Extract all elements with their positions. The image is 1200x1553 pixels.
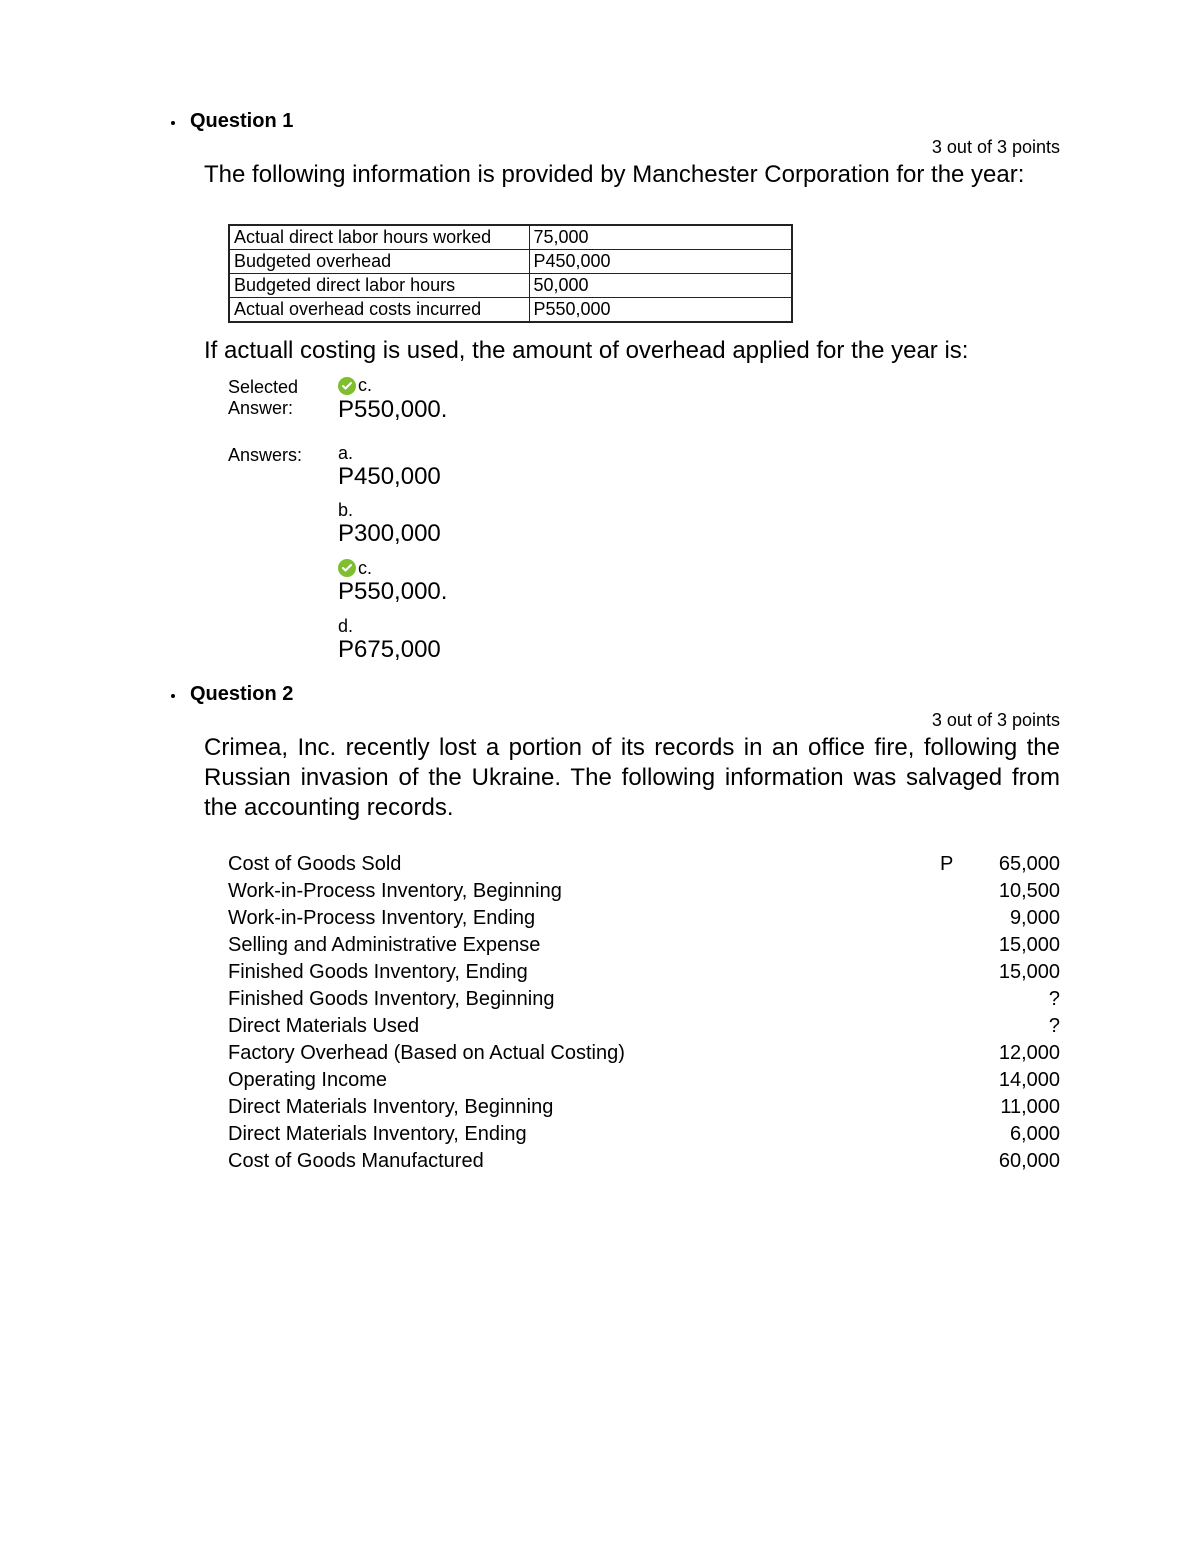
financial-label: Direct Materials Used (228, 1013, 940, 1040)
question-2: Question 2 3 out of 3 points Crimea, Inc… (186, 683, 1060, 1175)
financial-row: Factory Overhead (Based on Actual Costin… (228, 1040, 1060, 1067)
financial-label: Selling and Administrative Expense (228, 932, 940, 959)
financial-value: 6,000 (970, 1121, 1060, 1148)
table-cell-value: P550,000 (529, 298, 792, 323)
financial-currency (940, 1013, 970, 1040)
financial-value: 65,000 (970, 851, 1060, 878)
table-cell-label: Actual direct labor hours worked (229, 225, 529, 250)
answer-option-b: b. P300,000 (338, 500, 1060, 547)
financial-row: Cost of Goods Sold P 65,000 (228, 851, 1060, 878)
answer-option-a: a. P450,000 (338, 443, 1060, 490)
financial-row: Finished Goods Inventory, Ending 15,000 (228, 959, 1060, 986)
option-letter: d. (338, 616, 353, 637)
question-1-stem: The following information is provided by… (204, 160, 1060, 190)
financial-row: Cost of Goods Manufactured 60,000 (228, 1148, 1060, 1175)
financial-label: Cost of Goods Sold (228, 851, 940, 878)
financial-currency (940, 986, 970, 1013)
financial-value: 12,000 (970, 1040, 1060, 1067)
financial-currency (940, 1067, 970, 1094)
table-cell-label: Budgeted overhead (229, 250, 529, 274)
financial-row: Selling and Administrative Expense 15,00… (228, 932, 1060, 959)
correct-check-icon (338, 559, 356, 577)
question-2-body: Crimea, Inc. recently lost a portion of … (204, 733, 1060, 1175)
financial-value: 60,000 (970, 1148, 1060, 1175)
financial-currency (940, 1121, 970, 1148)
option-letter: b. (338, 500, 353, 521)
option-letter-wrap: c. (338, 558, 372, 579)
financial-currency: P (940, 851, 970, 878)
financial-row: Direct Materials Inventory, Ending 6,000 (228, 1121, 1060, 1148)
financial-label: Work-in-Process Inventory, Ending (228, 905, 940, 932)
table-cell-value: 50,000 (529, 274, 792, 298)
financial-label: Direct Materials Inventory, Beginning (228, 1094, 940, 1121)
option-value: P550,000. (338, 579, 1060, 605)
question-1-body: The following information is provided by… (204, 160, 1060, 673)
financial-label: Work-in-Process Inventory, Beginning (228, 878, 940, 905)
answers-row: Answers: a. P450,000 b. P300,000 (228, 443, 1060, 673)
financial-label: Direct Materials Inventory, Ending (228, 1121, 940, 1148)
table-row: Actual overhead costs incurred P550,000 (229, 298, 792, 323)
financial-currency (940, 905, 970, 932)
financial-row: Finished Goods Inventory, Beginning ? (228, 986, 1060, 1013)
financial-row: Work-in-Process Inventory, Ending 9,000 (228, 905, 1060, 932)
table-cell-value: 75,000 (529, 225, 792, 250)
financial-value: 15,000 (970, 932, 1060, 959)
financial-label: Factory Overhead (Based on Actual Costin… (228, 1040, 940, 1067)
question-1-answers: Selected Answer: c. P550,000. (228, 375, 1060, 673)
financial-label: Finished Goods Inventory, Beginning (228, 986, 940, 1013)
selected-answer-letter: c. (358, 375, 372, 396)
financial-value: 11,000 (970, 1094, 1060, 1121)
financial-label: Operating Income (228, 1067, 940, 1094)
option-letter: a. (338, 443, 353, 464)
financial-value: 9,000 (970, 905, 1060, 932)
table-cell-label: Budgeted direct labor hours (229, 274, 529, 298)
table-row: Actual direct labor hours worked 75,000 (229, 225, 792, 250)
financial-row: Work-in-Process Inventory, Beginning 10,… (228, 878, 1060, 905)
table-row: Budgeted direct labor hours 50,000 (229, 274, 792, 298)
page: Question 1 3 out of 3 points The followi… (0, 0, 1200, 1553)
question-2-points: 3 out of 3 points (186, 710, 1060, 731)
financial-label: Finished Goods Inventory, Ending (228, 959, 940, 986)
selected-answer-row: Selected Answer: c. P550,000. (228, 375, 1060, 433)
question-2-heading: Question 2 (190, 683, 293, 705)
financial-currency (940, 1148, 970, 1175)
financial-label: Cost of Goods Manufactured (228, 1148, 940, 1175)
financial-value: 10,500 (970, 878, 1060, 905)
financial-value: ? (970, 1013, 1060, 1040)
financial-value: 15,000 (970, 959, 1060, 986)
answer-option-c: c. P550,000. (338, 558, 1060, 606)
question-list: Question 1 3 out of 3 points The followi… (140, 110, 1060, 1175)
selected-answer-label: Selected Answer: (228, 375, 338, 419)
table-row: Budgeted overhead P450,000 (229, 250, 792, 274)
financials-list: Cost of Goods Sold P 65,000 Work-in-Proc… (228, 851, 1060, 1175)
question-1-data-table: Actual direct labor hours worked 75,000 … (228, 224, 793, 323)
question-1-stem2: If actuall costing is used, the amount o… (204, 337, 1060, 365)
option-value: P300,000 (338, 521, 1060, 547)
question-1: Question 1 3 out of 3 points The followi… (186, 110, 1060, 673)
option-value: P450,000 (338, 464, 1060, 490)
financial-row: Operating Income 14,000 (228, 1067, 1060, 1094)
financial-currency (940, 878, 970, 905)
financial-currency (940, 959, 970, 986)
financial-currency (940, 1094, 970, 1121)
financial-currency (940, 1040, 970, 1067)
table-cell-label: Actual overhead costs incurred (229, 298, 529, 323)
table-cell-value: P450,000 (529, 250, 792, 274)
question-2-stem: Crimea, Inc. recently lost a portion of … (204, 733, 1060, 823)
answers-label: Answers: (228, 443, 338, 466)
financial-row: Direct Materials Inventory, Beginning 11… (228, 1094, 1060, 1121)
financial-row: Direct Materials Used ? (228, 1013, 1060, 1040)
option-value: P675,000 (338, 637, 1060, 663)
selected-answer-option: c. P550,000. (338, 375, 1060, 423)
option-letter: c. (358, 558, 372, 579)
financial-value: ? (970, 986, 1060, 1013)
correct-check-icon (338, 377, 356, 395)
selected-answer-letter-wrap: c. (338, 375, 372, 396)
financial-value: 14,000 (970, 1067, 1060, 1094)
financial-currency (940, 932, 970, 959)
question-1-heading: Question 1 (190, 110, 293, 132)
answer-option-d: d. P675,000 (338, 616, 1060, 663)
selected-answer-value: P550,000. (338, 397, 1060, 423)
question-1-points: 3 out of 3 points (186, 137, 1060, 158)
